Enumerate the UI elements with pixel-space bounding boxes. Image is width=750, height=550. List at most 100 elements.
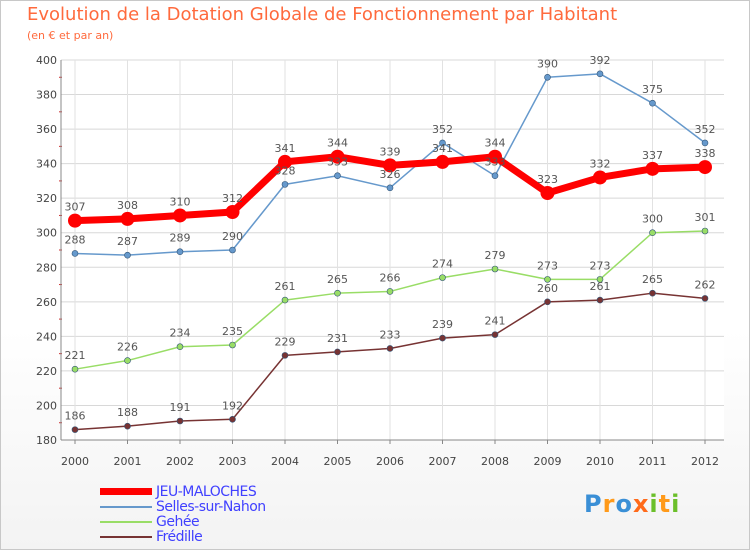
x-tick-label: 2006 [376, 455, 404, 468]
chart-subtitle: (en € et par an) [27, 29, 114, 42]
data-point [386, 184, 394, 192]
x-tick-label: 2003 [219, 455, 247, 468]
data-point [71, 250, 79, 257]
data-label: 192 [222, 399, 243, 412]
x-tick-label: 2002 [166, 455, 194, 468]
data-label: 344 [485, 137, 506, 150]
legend-swatch [100, 505, 152, 508]
x-tick-label: 2005 [324, 455, 352, 468]
data-point [593, 170, 607, 185]
data-point [544, 276, 551, 283]
data-label: 308 [117, 199, 138, 212]
data-point [491, 265, 499, 273]
data-point [229, 415, 236, 423]
data-point [701, 295, 709, 302]
data-point [278, 154, 292, 169]
data-label: 229 [275, 335, 296, 348]
data-point [120, 211, 135, 226]
data-label: 332 [590, 157, 611, 170]
data-label: 235 [222, 325, 243, 338]
data-point [71, 365, 79, 373]
x-tick-label: 2001 [114, 455, 142, 468]
x-tick-label: 2010 [586, 455, 614, 468]
logo-letter: i [671, 490, 681, 518]
data-point [386, 288, 394, 295]
data-point [176, 343, 184, 351]
data-point [124, 357, 131, 364]
data-label: 312 [222, 192, 243, 205]
data-point [649, 229, 656, 237]
data-label: 279 [485, 249, 506, 262]
data-label: 265 [327, 273, 348, 286]
data-point [383, 158, 397, 173]
data-point [281, 352, 289, 359]
y-tick-label: 200 [36, 399, 57, 412]
data-label: 375 [642, 83, 663, 96]
data-label: 290 [222, 230, 243, 243]
data-point [439, 274, 446, 281]
logo-letter: i [649, 490, 659, 518]
data-point [334, 172, 341, 180]
data-label: 239 [432, 318, 453, 331]
data-point [334, 348, 341, 356]
data-label: 300 [642, 213, 663, 226]
logo-letter: r [602, 490, 616, 518]
data-label: 326 [380, 168, 401, 181]
y-tick-label: 260 [36, 296, 57, 309]
data-label: 186 [65, 410, 86, 423]
data-label: 191 [170, 401, 191, 414]
data-point [596, 296, 604, 304]
chart-legend: JEU-MALOCHES Selles-sur-Nahon Gehée Frédill… [100, 484, 266, 545]
data-point [176, 417, 184, 425]
data-label: 221 [65, 349, 86, 362]
data-label: 274 [432, 258, 453, 271]
data-label: 352 [695, 123, 716, 136]
data-label: 338 [695, 147, 716, 160]
data-point [596, 70, 604, 78]
y-tick-label: 240 [36, 330, 57, 343]
data-point [281, 296, 289, 304]
data-point [540, 186, 555, 200]
data-label: 233 [380, 328, 401, 341]
data-label: 390 [537, 57, 558, 70]
plot-area [61, 60, 724, 440]
data-point [68, 213, 82, 228]
x-tick-label: 2009 [534, 455, 562, 468]
legend-label: Selles-sur-Nahon [156, 498, 266, 515]
data-point [649, 99, 656, 107]
data-label: 310 [170, 195, 191, 208]
data-label: 307 [65, 201, 86, 214]
data-point [225, 205, 240, 219]
data-point [229, 341, 236, 349]
legend-swatch [100, 535, 152, 538]
data-label: 323 [537, 173, 558, 186]
data-label: 392 [590, 54, 611, 67]
data-point [701, 227, 709, 235]
x-tick-label: 2008 [481, 455, 509, 468]
legend-swatch [100, 520, 152, 523]
y-tick-label: 280 [36, 261, 57, 274]
y-tick-label: 180 [36, 434, 57, 447]
data-point [386, 345, 394, 352]
data-point [488, 149, 502, 164]
x-tick-label: 2012 [691, 455, 719, 468]
data-point [439, 139, 446, 147]
x-tick-label: 2007 [429, 455, 457, 468]
legend-item: Selles-sur-Nahon [100, 498, 266, 515]
data-label: 231 [327, 332, 348, 345]
legend-item: JEU-MALOCHES [100, 484, 266, 500]
data-label: 261 [275, 280, 296, 293]
data-label: 226 [117, 341, 138, 354]
data-label: 341 [275, 142, 296, 155]
data-point [281, 181, 289, 188]
data-label: 260 [537, 282, 558, 295]
data-point [491, 172, 499, 180]
legend-swatch [100, 488, 152, 495]
data-label: 333 [327, 156, 348, 169]
x-tick-label: 2004 [271, 455, 299, 468]
data-point [649, 289, 656, 297]
data-label: 273 [537, 259, 558, 272]
data-label: 265 [642, 273, 663, 286]
legend-label: Frédille [156, 528, 203, 545]
